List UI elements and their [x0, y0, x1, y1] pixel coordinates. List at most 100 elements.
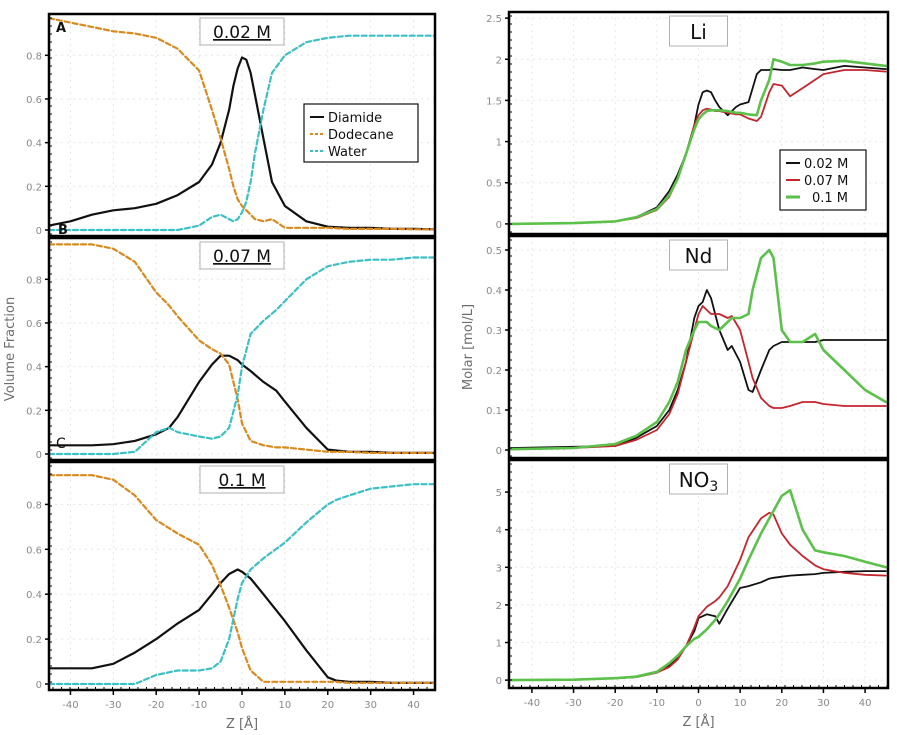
panel-title-box — [669, 15, 728, 47]
panel-0-1-m: 0 0.2 0.4 0.6 0.8 0.1 M -40 -30 -20 -10 0 10 20 30 40 Z… — [26, 460, 437, 732]
panel-0-02-m: 0 0.2 0.4 0.6 0.8 0.02 M A B Diamide Dodecane Wate… — [26, 12, 437, 238]
y-tick-label: 0.4 — [26, 363, 42, 374]
x-tick-label: -40 — [524, 698, 540, 709]
x-axis-label: Z [Å] — [682, 714, 714, 730]
series-line-diamide — [47, 568, 437, 685]
series-line-dodecane — [47, 17, 437, 231]
panel-title-box — [669, 463, 728, 495]
y-tick-label: 1 — [496, 138, 502, 149]
panel-title: 0.1 M — [218, 471, 265, 491]
series-line-diamide — [47, 56, 437, 231]
corner-label: C — [56, 436, 66, 452]
panel-nd: 0 0.1 0.2 0.3 0.4 0.5 Nd — [486, 234, 890, 460]
legend: Diamide Dodecane Water — [303, 103, 419, 163]
y-tick-label: 0.6 — [26, 319, 42, 330]
y-tick-label: 0.8 — [26, 500, 42, 511]
y-tick-label: 4 — [496, 526, 502, 537]
panel-title-box — [199, 241, 285, 270]
y-tick-label: 0.8 — [26, 275, 42, 286]
panel-frame — [47, 236, 437, 462]
y-tick-label: 0 — [496, 446, 502, 457]
panel-title: 0.02 M — [213, 23, 271, 43]
y-tick-label: 1 — [496, 639, 502, 650]
y-tick-label: 0.2 — [26, 406, 42, 417]
volume-fraction-panels: 0 0.2 0.4 0.6 0.8 0.02 M A B Diamide Dodecane Wate… — [3, 12, 437, 732]
y-tick-label: 0.4 — [26, 590, 42, 601]
y-tick-label: 0.2 — [26, 635, 42, 646]
x-tick-label: 20 — [775, 698, 788, 709]
y-tick-label: 2 — [496, 601, 502, 612]
panel-title-box — [199, 17, 285, 46]
y-tick-label: 1.5 — [486, 96, 502, 107]
series-line-water — [47, 256, 437, 456]
panel-title-box — [669, 239, 728, 271]
x-tick-label: 40 — [859, 698, 872, 709]
x-tick-label: -20 — [607, 698, 623, 709]
panel-frame — [507, 234, 890, 460]
panel-0-07-m: 0 0.2 0.4 0.6 0.8 0.07 M C — [26, 236, 437, 462]
series-line-water — [47, 483, 437, 686]
legend-label: Water — [328, 145, 367, 160]
series-line-0-1-m — [509, 57, 888, 226]
series-line-water — [47, 34, 437, 232]
legend-label: 0.02 M — [804, 157, 848, 172]
corner-label: B — [58, 223, 68, 238]
series-line-0-07-m — [510, 305, 887, 451]
panel-title-subscript: 3 — [709, 479, 718, 495]
legend-label: Diamide — [328, 111, 382, 126]
y-tick-label: 0 — [496, 220, 502, 231]
series-line-dodecane — [47, 243, 437, 454]
y-tick-label: 0.5 — [486, 179, 502, 190]
panel-title-box — [199, 465, 285, 494]
y-tick-label: 2 — [496, 55, 502, 66]
legend: 0.02 M 0.07 M 0.1 M — [779, 149, 867, 211]
y-tick-label: 0.4 — [26, 139, 42, 150]
legend-label: 0.07 M — [804, 174, 848, 189]
y-tick-label: 0.6 — [26, 95, 42, 106]
y-tick-label: 2.5 — [486, 14, 502, 25]
series-line-0-02-m — [510, 65, 887, 225]
y-tick-label: 0.6 — [26, 545, 42, 556]
y-tick-label: 0.1 — [486, 406, 502, 417]
x-axis-label: Z [Å] — [226, 716, 258, 732]
x-tick-label: -30 — [105, 700, 121, 711]
x-tick-label: -30 — [565, 698, 581, 709]
x-tick-label: 30 — [817, 698, 830, 709]
x-tick-label: -10 — [649, 698, 665, 709]
legend-label: 0.1 M — [812, 191, 848, 206]
series-line-0-1-m — [509, 248, 888, 451]
y-tick-label: 0.2 — [486, 366, 502, 377]
series-line-0-07-m — [510, 511, 887, 681]
legend-label: Dodecane — [328, 128, 394, 143]
y-tick-label: 0.3 — [486, 326, 502, 337]
y-tick-label: 3 — [496, 563, 502, 574]
panel-title: 0.07 M — [213, 247, 271, 267]
y-tick-label: 0 — [36, 226, 42, 237]
panel-frame — [507, 10, 890, 236]
x-tick-label: 0 — [695, 698, 701, 709]
x-tick-label: 10 — [279, 700, 292, 711]
panel-title: Li — [690, 20, 707, 44]
y-tick-label: 0.2 — [26, 182, 42, 193]
panel-title: Nd — [685, 244, 713, 268]
x-tick-label: 10 — [734, 698, 747, 709]
x-tick-label: 0 — [239, 700, 245, 711]
x-tick-label: 40 — [407, 700, 420, 711]
y-tick-label: 0.5 — [486, 246, 502, 257]
y-tick-label: 0.4 — [486, 286, 502, 297]
y-axis-label: Volume Fraction — [3, 297, 18, 401]
series-line-0-1-m — [509, 488, 888, 682]
x-tick-label: -40 — [62, 700, 78, 711]
panel-li: 0 0.5 1 1.5 2 2.5 Li 0.02 M 0.07 M 0.1 M — [486, 10, 890, 236]
panel-frame — [47, 12, 437, 238]
y-tick-label: 0 — [36, 450, 42, 461]
molar-concentration-panels: 0 0.5 1 1.5 2 2.5 Li 0.02 M 0.07 M 0.1 M 0 0.1 0.2 0.… — [461, 10, 890, 730]
y-tick-label: 0.8 — [26, 51, 42, 62]
y-tick-label: 5 — [496, 488, 502, 499]
series-line-dodecane — [47, 474, 437, 685]
corner-label: A — [56, 21, 66, 36]
x-tick-label: -10 — [191, 700, 207, 711]
y-tick-label: 0 — [36, 680, 42, 691]
